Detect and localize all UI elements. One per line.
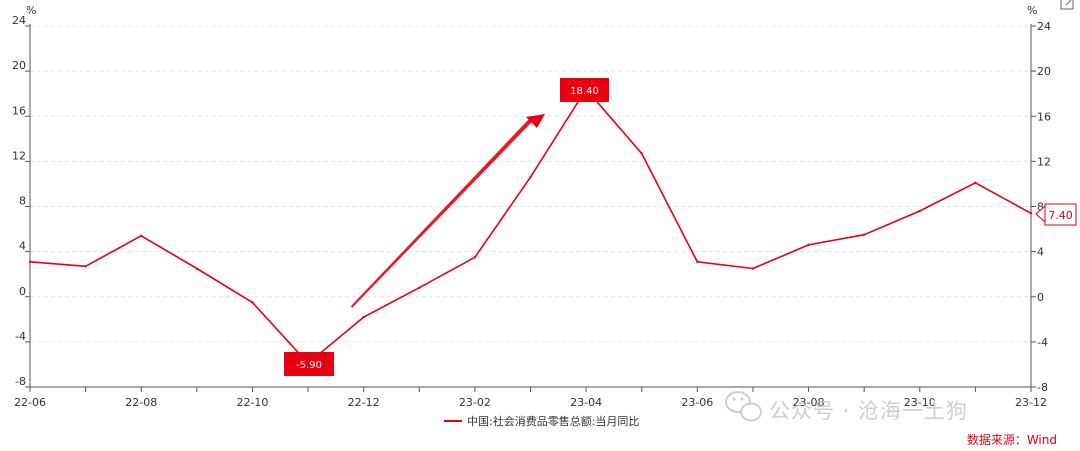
- x-tick-label: 23-04: [570, 396, 602, 409]
- right-axis-unit: %: [1027, 4, 1037, 17]
- y-tick-label-left: 24: [12, 14, 26, 27]
- x-tick-label: 22-10: [236, 396, 268, 409]
- watermark-text: 公众号 · 沧海一土狗: [769, 399, 968, 423]
- y-tick-label-right: 16: [1037, 110, 1051, 123]
- legend-label: 中国:社会消费品零售总额:当月同比: [467, 414, 639, 428]
- y-tick-label-left: 0: [19, 285, 26, 298]
- data-point: [84, 265, 87, 268]
- max-callout-label: 18.40: [570, 86, 599, 97]
- y-tick-label-right: -4: [1037, 336, 1048, 349]
- data-point: [640, 152, 643, 155]
- data-point: [473, 256, 477, 259]
- data-point: [1029, 212, 1033, 215]
- data-point: [28, 260, 32, 263]
- axes: [25, 24, 1036, 392]
- y-tick-label-left: 20: [12, 59, 26, 72]
- series-layer: [28, 87, 1033, 365]
- data-point: [918, 209, 921, 213]
- tick-labels: -8 -8 -4 -4 0 0 4 4 8 8 12 12 16 16 20 20 24 24 22-06 22-08…: [12, 14, 1051, 409]
- x-tick-label: 22-12: [348, 396, 380, 409]
- x-tick-label: 22-06: [14, 396, 46, 409]
- data-point: [362, 315, 365, 319]
- y-tick-label-right: 4: [1037, 246, 1044, 259]
- series-line: [29, 88, 1032, 365]
- data-point: [140, 234, 143, 238]
- trend-arrow-head: [526, 114, 545, 128]
- data-point: [974, 181, 977, 185]
- data-point: [529, 175, 532, 179]
- watermark: 公众号 · 沧海一土狗: [725, 391, 968, 423]
- x-tick-label: 23-10: [904, 396, 936, 409]
- max-callout-box: [560, 78, 609, 102]
- legend[interactable]: 中国:社会消费品零售总额:当月同比: [444, 414, 639, 428]
- y-tick-label-left: -4: [15, 330, 26, 343]
- min-callout: -5.90: [284, 352, 334, 376]
- data-point: [418, 286, 421, 289]
- x-tick-label: 23-12: [1015, 396, 1047, 409]
- trend-arrow-shaft: [351, 119, 532, 308]
- y-tick-label-right: 20: [1037, 65, 1051, 78]
- data-point: [807, 243, 810, 247]
- y-tick-label-left: 4: [19, 240, 26, 253]
- min-callout-box: [284, 352, 334, 376]
- trend-arrow: [351, 114, 545, 308]
- last-value-label: 7.40: [1048, 209, 1073, 222]
- y-tick-label-right: 0: [1037, 291, 1044, 304]
- x-tick-label: 23-02: [459, 396, 491, 409]
- y-tick-label-left: 8: [19, 195, 26, 208]
- data-point: [696, 260, 699, 263]
- x-tick-label: 23-08: [793, 396, 825, 409]
- data-point: [251, 301, 254, 304]
- max-callout: 18.40: [560, 78, 609, 102]
- x-tick-label: 23-06: [681, 396, 713, 409]
- wechat-icon: [725, 391, 762, 422]
- min-callout-label: -5.90: [296, 360, 322, 371]
- x-tick-label: 22-08: [125, 396, 157, 409]
- y-tick-label-right: 12: [1037, 155, 1051, 168]
- left-axis-unit: %: [26, 4, 36, 17]
- y-tick-label-left: -8: [15, 375, 26, 388]
- last-value-box: [1044, 203, 1077, 226]
- grid-lines: [30, 25, 1031, 343]
- y-tick-label-left: 12: [12, 149, 26, 162]
- data-point: [862, 233, 866, 236]
- data-point: [751, 267, 755, 270]
- y-tick-label-right: 8: [1037, 201, 1044, 214]
- last-value-callout: 7.40: [1035, 203, 1077, 226]
- source-note: 数据来源：Wind: [967, 432, 1057, 447]
- data-point: [195, 267, 199, 270]
- export-icon[interactable]: [1060, 0, 1075, 10]
- y-tick-label-right: -8: [1037, 381, 1048, 394]
- y-tick-label-right: 24: [1037, 20, 1051, 33]
- y-tick-label-left: 16: [12, 104, 26, 117]
